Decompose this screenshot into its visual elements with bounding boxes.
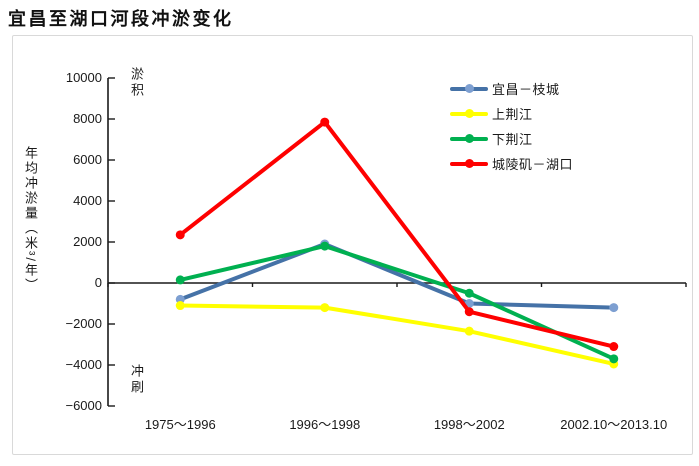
x-tick-label: 1998～2002 [433,417,505,432]
data-point [175,275,185,285]
legend-item-1: 上荆江 [450,101,573,126]
data-point [464,307,474,317]
data-point [320,117,330,127]
annotation-erosion: 冲刷 [129,364,144,396]
legend-marker-icon [450,84,488,93]
data-point [464,288,474,298]
x-tick-label: 2002.10～2013.10 [560,417,668,432]
y-tick-label: −2000 [65,316,102,331]
annotation-deposition: 淤积 [129,67,144,99]
series-line-2 [178,244,616,361]
series-line-1 [178,303,616,366]
y-tick-label: −4000 [65,357,102,372]
legend-item-0: 宜昌－枝城 [450,76,573,101]
y-tick-label: 8000 [73,111,102,126]
page-title: 宜昌至湖口河段冲淤变化 [8,9,234,29]
data-point [320,303,330,313]
legend-label: 宜昌－枝城 [492,82,560,97]
y-tick-label: 6000 [73,152,102,167]
series-line-0 [178,242,616,310]
legend-item-2: 下荆江 [450,126,573,151]
y-axis-title: 年均冲淤量（米³/年） [23,146,38,293]
data-point [609,303,619,313]
data-point [175,294,185,304]
data-point [320,241,330,251]
y-tick-label: 4000 [73,193,102,208]
legend-label: 城陵矶－湖口 [492,157,574,172]
y-tick-label: 10000 [65,70,102,85]
chart-panel [12,35,693,455]
data-point [175,230,185,240]
legend-marker-icon [450,159,488,168]
data-point [175,301,185,311]
legend: 宜昌－枝城上荆江下荆江城陵矶－湖口 [450,76,573,176]
legend-marker-icon [450,134,488,143]
legend-marker-icon [450,109,488,118]
x-tick-label: 1975～1996 [144,417,216,432]
legend-item-3: 城陵矶－湖口 [450,151,573,176]
data-point [464,326,474,336]
x-tick-label: 1996～1998 [289,417,361,432]
y-tick-label: 2000 [73,234,102,249]
series-line-3 [178,120,616,349]
data-point [609,342,619,352]
data-point [609,354,619,364]
legend-label: 上荆江 [492,107,533,122]
y-tick-label: −6000 [65,398,102,413]
legend-label: 下荆江 [492,132,533,147]
y-tick-label: 0 [94,275,102,290]
